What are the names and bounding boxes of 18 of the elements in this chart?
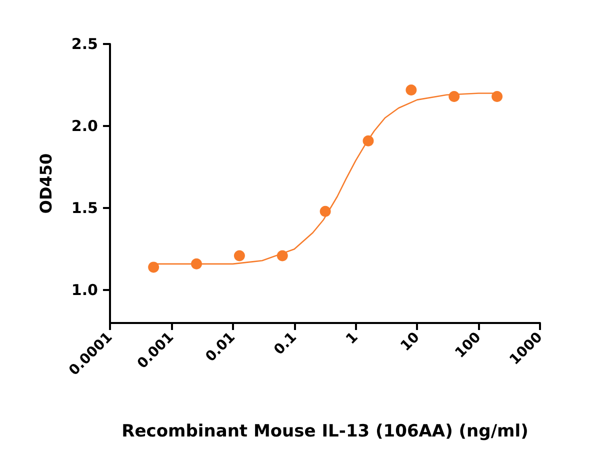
y-tick-label: 2.5 bbox=[71, 35, 98, 53]
point bbox=[276, 250, 288, 262]
point bbox=[320, 206, 331, 217]
x-tick-label: 1 bbox=[343, 329, 362, 348]
y-tick-label: 1.5 bbox=[71, 199, 98, 218]
point bbox=[448, 91, 460, 102]
point bbox=[362, 135, 374, 146]
point bbox=[191, 258, 202, 270]
y-tick-label: 2.0 bbox=[71, 117, 98, 136]
point bbox=[148, 262, 160, 273]
x-tick-label: 0.1 bbox=[271, 329, 300, 358]
point bbox=[492, 91, 503, 102]
x-axis-title: Recombinant Mouse IL-13 (106AA) (ng/ml) bbox=[122, 422, 528, 442]
point bbox=[234, 250, 245, 262]
x-tick-label: 10 bbox=[398, 329, 423, 354]
y-tick-label: 1.0 bbox=[71, 281, 98, 300]
y-axis-title: OD450 bbox=[36, 153, 56, 214]
point bbox=[406, 84, 417, 96]
